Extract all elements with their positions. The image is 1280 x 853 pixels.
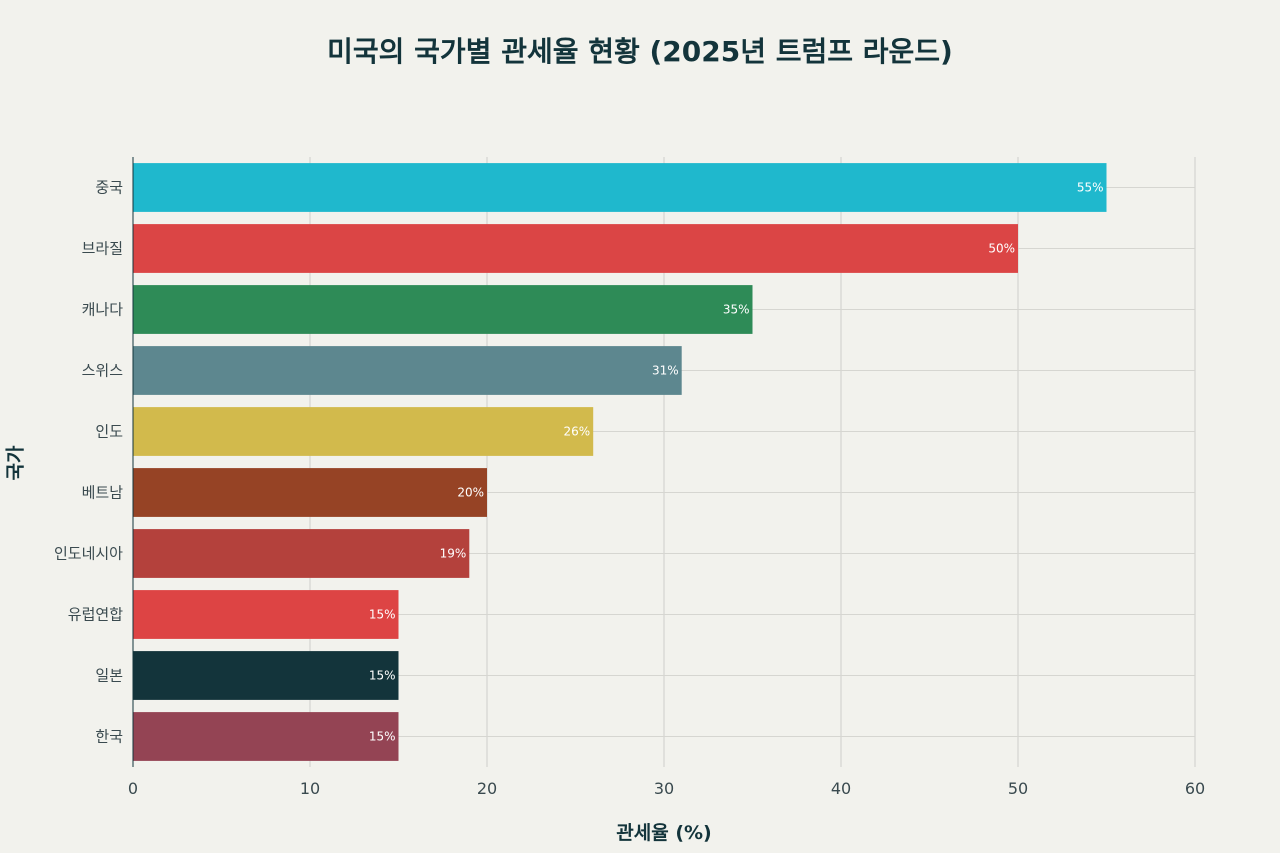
x-tick-label: 40 (831, 779, 851, 798)
bar-value-label: 26% (564, 425, 591, 439)
category-label: 베트남 (82, 484, 124, 502)
bar-value-label: 20% (457, 486, 484, 500)
x-tick-label: 60 (1185, 779, 1205, 798)
bar-10 (133, 712, 399, 761)
x-tick-label: 20 (477, 779, 497, 798)
category-label: 유럽연합 (68, 606, 123, 624)
label-layer: 0 10 20 30 40 50 60 55% 중국 50% 브라질 35% 캐나다 31% 스위스 26% 인… (54, 179, 1205, 799)
category-label: 일본 (95, 667, 123, 685)
category-label: 브라질 (82, 240, 123, 258)
chart-title: 미국의 국가별 관세율 현황 (2025년 트럼프 라운드) (327, 35, 953, 68)
category-label: 캐나다 (82, 301, 124, 319)
bar-7 (133, 529, 470, 578)
bar-2 (133, 224, 1018, 273)
category-label: 인도네시아 (54, 545, 123, 563)
bar-8 (133, 590, 399, 639)
category-label: 중국 (95, 179, 123, 197)
bar-value-label: 31% (652, 364, 679, 378)
x-tick-label: 0 (128, 779, 138, 798)
bar-value-label: 19% (440, 547, 467, 561)
bar-layer (133, 163, 1107, 761)
x-tick-label: 30 (654, 779, 674, 798)
bar-6 (133, 468, 487, 517)
bar-9 (133, 651, 399, 700)
bar-3 (133, 285, 753, 334)
bar-4 (133, 346, 682, 395)
bar-1 (133, 163, 1107, 212)
x-tick-label: 50 (1008, 779, 1028, 798)
x-tick-label: 10 (300, 779, 320, 798)
bar-value-label: 15% (369, 730, 396, 744)
bar-5 (133, 407, 594, 456)
bar-value-label: 15% (369, 608, 396, 622)
bar-value-label: 50% (988, 242, 1015, 256)
bar-value-label: 15% (369, 669, 396, 683)
category-label: 한국 (95, 728, 123, 746)
x-axis-title: 관세율 (%) (616, 822, 712, 844)
bar-value-label: 55% (1077, 181, 1104, 195)
bar-value-label: 35% (723, 303, 750, 317)
category-label: 인도 (95, 423, 123, 441)
category-label: 스위스 (82, 362, 124, 380)
